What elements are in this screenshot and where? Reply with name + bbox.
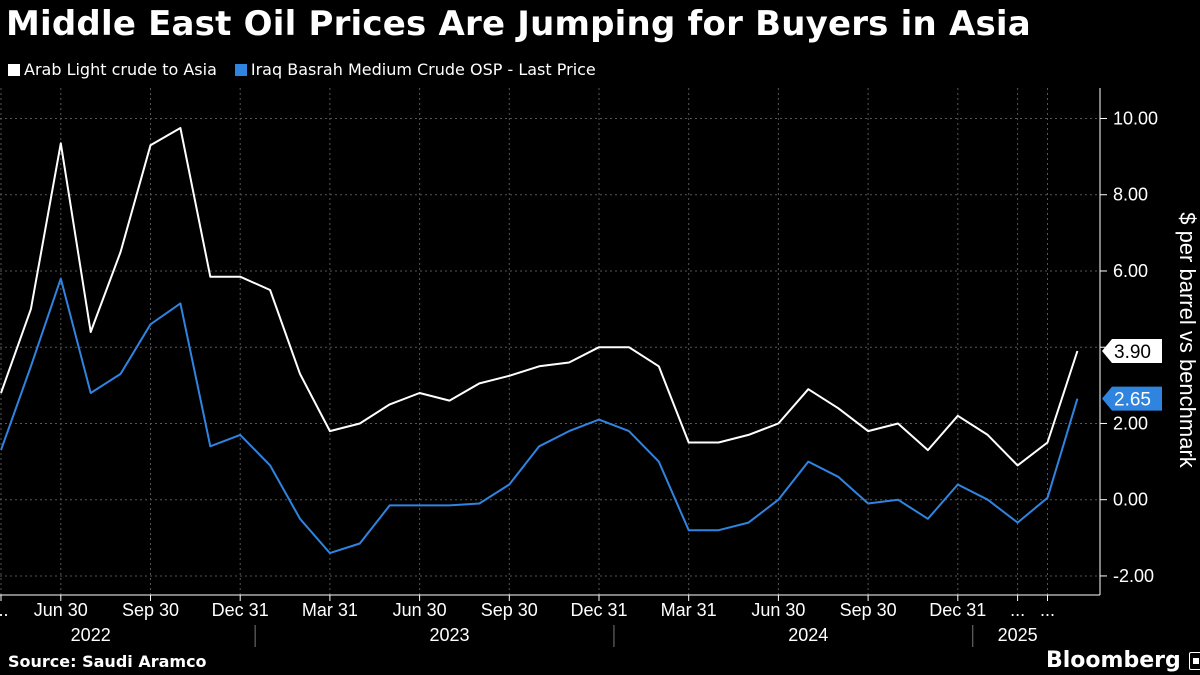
last-value-badge (1102, 386, 1162, 411)
year-label: 2022 (71, 625, 111, 645)
legend-swatch-blue (234, 63, 247, 76)
last-value-label: 2.65 (1114, 390, 1151, 411)
year-label: 2023 (429, 625, 469, 645)
y-tick-label: 0.00 (1113, 490, 1148, 510)
y-tick-label: 6.00 (1113, 261, 1148, 281)
x-tick-label: Sep 30 (840, 600, 897, 620)
x-tick-label: Sep 30 (481, 600, 538, 620)
legend-label-arab-light: Arab Light crude to Asia (24, 60, 217, 79)
x-tick-label: Sep 30 (122, 600, 179, 620)
legend-label-iraq-basrah: Iraq Basrah Medium Crude OSP - Last Pric… (250, 60, 596, 79)
x-tick-label: Mar 31 (661, 600, 717, 620)
year-label: 2024 (788, 625, 828, 645)
bloomberg-logo-icon (1188, 651, 1200, 670)
y-tick-label: -2.00 (1113, 566, 1154, 586)
chart-title: Middle East Oil Prices Are Jumping for B… (6, 4, 1031, 44)
bloomberg-brand: Bloomberg (1046, 648, 1200, 673)
x-tick-label: Mar 31 (302, 600, 358, 620)
y-tick-label: 10.00 (1113, 108, 1158, 128)
year-label: 2025 (998, 625, 1038, 645)
x-tick-label: Dec 31 (212, 600, 269, 620)
series-line-iraq-basrah (0, 277, 1079, 555)
legend-swatch-white (8, 63, 20, 76)
x-tick-label: Jun 30 (751, 600, 805, 620)
y-tick-label: 2.00 (1113, 413, 1148, 433)
x-tick-label: ... (1010, 600, 1025, 620)
brand-name: Bloomberg (1046, 648, 1181, 673)
last-value-badge (1102, 339, 1162, 364)
x-tick-label: Jun 30 (393, 600, 447, 620)
last-value-label: 3.90 (1114, 342, 1151, 363)
source-note: Source: Saudi Aramco (8, 652, 207, 671)
legend-item-arab-light: Arab Light crude to Asia (8, 60, 217, 79)
x-tick-label: Jun 30 (34, 600, 88, 620)
x-tick-label: ... (1040, 600, 1055, 620)
y-axis-title: $ per barrel vs benchmark (1175, 212, 1200, 469)
x-tick-label: Dec 31 (570, 600, 627, 620)
legend: Arab Light crude to Asia Iraq Basrah Med… (8, 60, 596, 79)
series-line-arab-light (0, 127, 1079, 467)
x-tick-label: ... (0, 600, 9, 620)
legend-item-iraq-basrah: Iraq Basrah Medium Crude OSP - Last Pric… (234, 60, 596, 79)
x-tick-label: Dec 31 (929, 600, 986, 620)
y-tick-label: 8.00 (1113, 185, 1148, 205)
